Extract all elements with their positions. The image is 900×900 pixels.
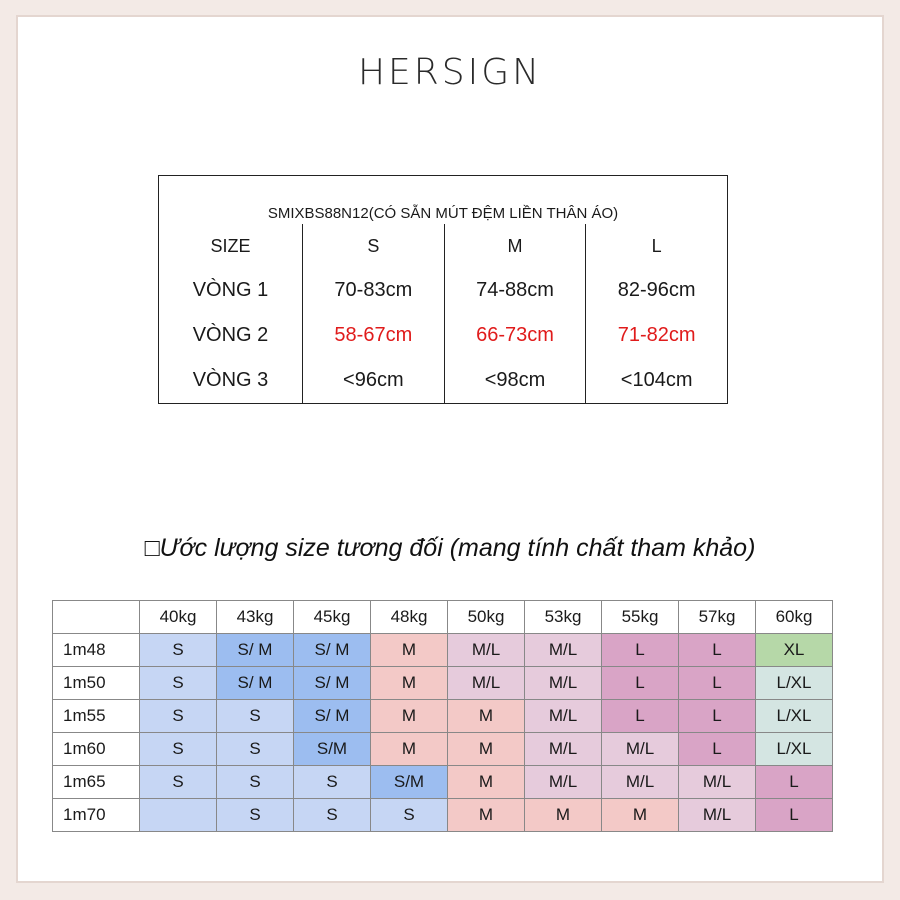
size-estimate-grid: 40kg 43kg 45kg 48kg 50kg 53kg 55kg 57kg 60kg 1m48… xyxy=(52,600,833,832)
size-cell xyxy=(139,798,217,832)
size-header-l: L xyxy=(585,224,728,268)
size-chart-caption: SMIXBS88N12(CÓ SẴN MÚT ĐỆM LIỀN THÂN ÁO) xyxy=(158,175,728,224)
row-label-vong3: VÒNG 3 xyxy=(158,358,303,404)
size-cell: L/XL xyxy=(755,699,833,733)
size-chart-table: SMIXBS88N12(CÓ SẴN MÚT ĐỆM LIỀN THÂN ÁO)… xyxy=(158,175,728,404)
weight-header: 55kg xyxy=(601,600,679,634)
size-cell: L xyxy=(678,666,756,700)
estimate-title-text: Ước lượng size tương đối (mang tính chất… xyxy=(159,534,756,562)
size-cell: M/L xyxy=(601,732,679,766)
size-cell: M/L xyxy=(447,633,525,667)
size-cell: M xyxy=(601,798,679,832)
vong1-s: 70-83cm xyxy=(302,268,445,313)
size-cell: L xyxy=(678,732,756,766)
size-cell: S/ M xyxy=(216,633,294,667)
weight-header: 40kg xyxy=(139,600,217,634)
vong2-s: 58-67cm xyxy=(302,313,445,358)
size-header-label: SIZE xyxy=(158,224,303,268)
weight-header: 53kg xyxy=(524,600,602,634)
grid-corner xyxy=(52,600,140,634)
size-cell: M xyxy=(370,633,448,667)
size-cell: M/L xyxy=(524,666,602,700)
size-cell: L xyxy=(601,633,679,667)
size-cell: M/L xyxy=(524,699,602,733)
size-cell: L xyxy=(601,666,679,700)
size-header-s: S xyxy=(302,224,445,268)
weight-header: 60kg xyxy=(755,600,833,634)
missing-glyph-icon: □ xyxy=(144,534,160,562)
height-header: 1m48 xyxy=(52,633,140,667)
size-cell: M xyxy=(370,699,448,733)
vong1-l: 82-96cm xyxy=(585,268,728,313)
size-cell: M xyxy=(370,732,448,766)
row-label-vong1: VÒNG 1 xyxy=(158,268,303,313)
size-cell: L xyxy=(755,765,833,799)
size-cell: S xyxy=(139,765,217,799)
table-row: 1m50 S S/ M S/ M M M/L M/L L L L/XL xyxy=(52,666,833,700)
size-cell: S xyxy=(216,732,294,766)
size-cell: S/ M xyxy=(293,699,371,733)
size-cell: M/L xyxy=(678,765,756,799)
size-cell: S/ M xyxy=(293,666,371,700)
vong2-l: 71-82cm xyxy=(585,313,728,358)
vong3-s: <96cm xyxy=(302,358,445,404)
size-cell: S xyxy=(139,633,217,667)
height-header: 1m70 xyxy=(52,798,140,832)
height-header: 1m65 xyxy=(52,765,140,799)
size-cell: S/M xyxy=(293,732,371,766)
weight-header: 45kg xyxy=(293,600,371,634)
vong3-l: <104cm xyxy=(585,358,728,404)
size-cell: S xyxy=(139,699,217,733)
size-cell: M/L xyxy=(524,765,602,799)
size-cell: S xyxy=(139,666,217,700)
height-header: 1m60 xyxy=(52,732,140,766)
size-cell: L/XL xyxy=(755,732,833,766)
size-cell: M xyxy=(524,798,602,832)
size-cell: L xyxy=(678,633,756,667)
height-header: 1m50 xyxy=(52,666,140,700)
size-cell: S xyxy=(293,798,371,832)
weight-header: 48kg xyxy=(370,600,448,634)
weight-header: 43kg xyxy=(216,600,294,634)
weight-header: 57kg xyxy=(678,600,756,634)
size-cell: S/ M xyxy=(216,666,294,700)
row-label-vong2: VÒNG 2 xyxy=(158,313,303,358)
size-cell: M/L xyxy=(601,765,679,799)
vong1-m: 74-88cm xyxy=(443,268,587,313)
size-cell: M xyxy=(447,765,525,799)
size-cell: M xyxy=(447,699,525,733)
brand-logo: HERSIGN xyxy=(357,52,543,93)
size-cell: L/XL xyxy=(755,666,833,700)
size-cell: M xyxy=(447,732,525,766)
table-row: 1m48 S S/ M S/ M M M/L M/L L L XL xyxy=(52,633,833,667)
size-cell: M xyxy=(370,666,448,700)
size-cell: S xyxy=(139,732,217,766)
size-cell: M/L xyxy=(447,666,525,700)
size-cell: M xyxy=(447,798,525,832)
table-row: 1m60 S S S/M M M M/L M/L L L/XL xyxy=(52,732,833,766)
size-cell: M/L xyxy=(524,633,602,667)
vong3-m: <98cm xyxy=(443,358,587,404)
size-cell: M/L xyxy=(524,732,602,766)
size-cell: L xyxy=(678,699,756,733)
size-header-m: M xyxy=(443,224,587,268)
size-cell: M/L xyxy=(678,798,756,832)
size-cell: S xyxy=(216,699,294,733)
size-cell: S xyxy=(293,765,371,799)
size-cell: S/ M xyxy=(293,633,371,667)
size-cell: L xyxy=(601,699,679,733)
vong2-m: 66-73cm xyxy=(443,313,587,358)
size-cell: S/M xyxy=(370,765,448,799)
height-header: 1m55 xyxy=(52,699,140,733)
size-cell: S xyxy=(370,798,448,832)
table-row: 1m70 S S S M M M M/L L xyxy=(52,798,833,832)
size-cell: S xyxy=(216,765,294,799)
estimate-title: □Ước lượng size tương đối (mang tính chấ… xyxy=(0,534,900,563)
table-row: 1m65 S S S S/M M M/L M/L M/L L xyxy=(52,765,833,799)
size-cell: L xyxy=(755,798,833,832)
weight-header: 50kg xyxy=(447,600,525,634)
size-cell: XL xyxy=(755,633,833,667)
table-row: 1m55 S S S/ M M M M/L L L L/XL xyxy=(52,699,833,733)
size-cell: S xyxy=(216,798,294,832)
